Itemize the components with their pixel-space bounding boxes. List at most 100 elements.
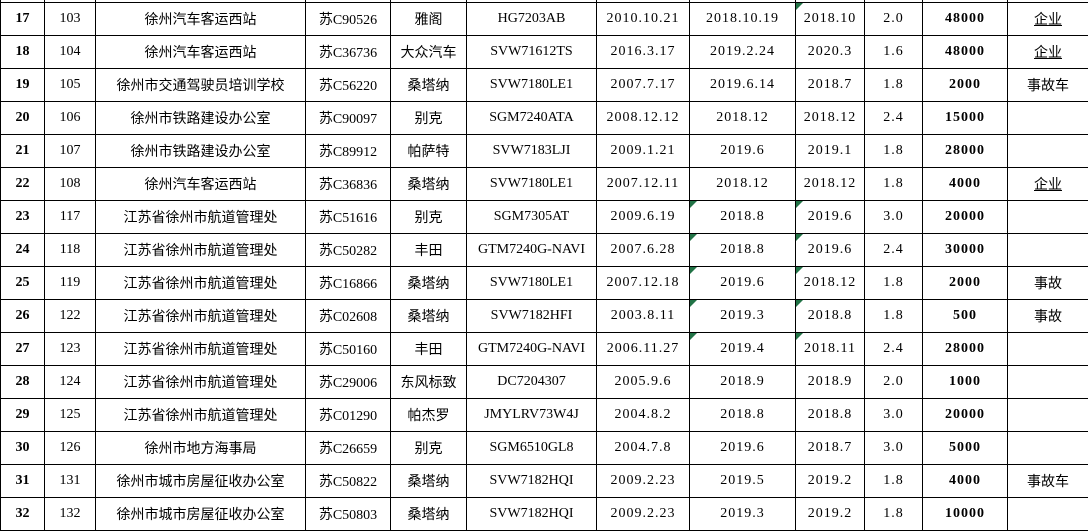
cell-row-number[interactable]: 32 xyxy=(0,497,45,531)
cell-model-code[interactable]: DC7204307 xyxy=(466,365,597,399)
cell-displacement[interactable]: 1.8 xyxy=(864,68,923,102)
cell-brand[interactable]: 桑塔纳 xyxy=(390,299,467,333)
cell-price[interactable]: 48000 xyxy=(922,2,1008,36)
cell-remark[interactable] xyxy=(1007,398,1088,432)
cell-item-id[interactable]: 122 xyxy=(44,299,96,333)
cell-model-code[interactable]: SGM7240ATA xyxy=(466,101,597,135)
cell-date-1[interactable]: 2004.7.8 xyxy=(596,431,690,465)
cell-model-code[interactable]: SGM7305AT xyxy=(466,200,597,234)
cell-item-id[interactable]: 119 xyxy=(44,266,96,300)
cell-remark[interactable] xyxy=(1007,365,1088,399)
cell-license-plate[interactable]: 苏C90526 xyxy=(305,2,391,36)
cell-date-1[interactable]: 2009.2.23 xyxy=(596,464,690,498)
cell-date-3[interactable]: 2019.6 xyxy=(795,200,865,234)
cell-brand[interactable]: 桑塔纳 xyxy=(390,167,467,201)
cell-model-code[interactable]: SVW7180LE1 xyxy=(466,266,597,300)
cell-model-code[interactable]: SVW7182HQI xyxy=(466,464,597,498)
cell-date-3[interactable]: 2018.7 xyxy=(795,431,865,465)
cell-displacement[interactable]: 1.8 xyxy=(864,299,923,333)
cell-date-1[interactable]: 2007.7.17 xyxy=(596,68,690,102)
cell-model-code[interactable]: JMYLRV73W4J xyxy=(466,398,597,432)
cell-organization[interactable]: 江苏省徐州市航道管理处 xyxy=(95,365,306,399)
cell-displacement[interactable]: 3.0 xyxy=(864,398,923,432)
cell-item-id[interactable]: 108 xyxy=(44,167,96,201)
cell-brand[interactable]: 帕杰罗 xyxy=(390,398,467,432)
cell-displacement[interactable]: 1.8 xyxy=(864,266,923,300)
cell-item-id[interactable]: 118 xyxy=(44,233,96,267)
cell-date-2[interactable]: 2018.9 xyxy=(689,365,796,399)
cell-date-2[interactable]: 2019.3 xyxy=(689,497,796,531)
cell-displacement[interactable]: 2.4 xyxy=(864,332,923,366)
cell-date-1[interactable]: 2009.2.23 xyxy=(596,497,690,531)
cell-date-1[interactable]: 2008.12.12 xyxy=(596,101,690,135)
cell-date-1[interactable]: 2004.8.2 xyxy=(596,398,690,432)
cell-displacement[interactable]: 1.8 xyxy=(864,497,923,531)
cell-brand[interactable]: 桑塔纳 xyxy=(390,68,467,102)
cell-date-3[interactable]: 2019.1 xyxy=(795,134,865,168)
cell-brand[interactable]: 东风标致 xyxy=(390,365,467,399)
cell-license-plate[interactable]: 苏C50282 xyxy=(305,233,391,267)
cell-date-2[interactable]: 2019.5 xyxy=(689,464,796,498)
cell-date-3[interactable]: 2019.2 xyxy=(795,464,865,498)
cell-license-plate[interactable]: 苏C51616 xyxy=(305,200,391,234)
cell-row-number[interactable]: 24 xyxy=(0,233,45,267)
cell-brand[interactable]: 别克 xyxy=(390,431,467,465)
cell-date-3[interactable]: 2018.8 xyxy=(795,299,865,333)
cell-remark[interactable] xyxy=(1007,101,1088,135)
cell-date-2[interactable]: 2018.8 xyxy=(689,200,796,234)
cell-model-code[interactable]: HG7203AB xyxy=(466,2,597,36)
cell-remark[interactable] xyxy=(1007,134,1088,168)
cell-model-code[interactable]: SGM6510GL8 xyxy=(466,431,597,465)
cell-date-2[interactable]: 2018.12 xyxy=(689,167,796,201)
cell-row-number[interactable]: 30 xyxy=(0,431,45,465)
cell-displacement[interactable]: 3.0 xyxy=(864,200,923,234)
cell-date-3[interactable]: 2018.11 xyxy=(795,332,865,366)
cell-date-3[interactable]: 2019.2 xyxy=(795,497,865,531)
cell-remark[interactable] xyxy=(1007,233,1088,267)
cell-date-3[interactable]: 2018.12 xyxy=(795,167,865,201)
cell-organization[interactable]: 徐州市交通驾驶员培训学校 xyxy=(95,68,306,102)
cell-row-number[interactable]: 27 xyxy=(0,332,45,366)
cell-license-plate[interactable]: 苏C90097 xyxy=(305,101,391,135)
cell-date-2[interactable]: 2018.10.19 xyxy=(689,2,796,36)
cell-model-code[interactable]: GTM7240G-NAVI xyxy=(466,332,597,366)
cell-price[interactable]: 28000 xyxy=(922,134,1008,168)
cell-date-2[interactable]: 2019.4 xyxy=(689,332,796,366)
cell-license-plate[interactable]: 苏C50160 xyxy=(305,332,391,366)
cell-remark[interactable] xyxy=(1007,200,1088,234)
cell-row-number[interactable]: 17 xyxy=(0,2,45,36)
cell-model-code[interactable]: GTM7240G-NAVI xyxy=(466,233,597,267)
cell-price[interactable]: 10000 xyxy=(922,497,1008,531)
cell-organization[interactable]: 江苏省徐州市航道管理处 xyxy=(95,200,306,234)
cell-displacement[interactable]: 2.4 xyxy=(864,233,923,267)
cell-organization[interactable]: 江苏省徐州市航道管理处 xyxy=(95,398,306,432)
cell-date-1[interactable]: 2016.3.17 xyxy=(596,35,690,69)
cell-price[interactable]: 28000 xyxy=(922,332,1008,366)
cell-remark[interactable] xyxy=(1007,431,1088,465)
cell-license-plate[interactable]: 苏C29006 xyxy=(305,365,391,399)
cell-date-1[interactable]: 2009.1.21 xyxy=(596,134,690,168)
cell-brand[interactable]: 桑塔纳 xyxy=(390,464,467,498)
cell-license-plate[interactable]: 苏C36836 xyxy=(305,167,391,201)
cell-license-plate[interactable]: 苏C50822 xyxy=(305,464,391,498)
cell-date-3[interactable]: 2018.10 xyxy=(795,2,865,36)
cell-date-1[interactable]: 2010.10.21 xyxy=(596,2,690,36)
cell-remark[interactable]: 事故 xyxy=(1007,299,1088,333)
cell-remark[interactable]: 事故车 xyxy=(1007,68,1088,102)
cell-row-number[interactable]: 26 xyxy=(0,299,45,333)
cell-date-2[interactable]: 2019.6 xyxy=(689,134,796,168)
cell-item-id[interactable]: 125 xyxy=(44,398,96,432)
cell-date-2[interactable]: 2019.2.24 xyxy=(689,35,796,69)
cell-organization[interactable]: 江苏省徐州市航道管理处 xyxy=(95,299,306,333)
cell-date-3[interactable]: 2019.6 xyxy=(795,233,865,267)
cell-displacement[interactable]: 2.4 xyxy=(864,101,923,135)
cell-date-1[interactable]: 2007.12.18 xyxy=(596,266,690,300)
cell-displacement[interactable]: 1.8 xyxy=(864,464,923,498)
cell-price[interactable]: 5000 xyxy=(922,431,1008,465)
cell-organization[interactable]: 徐州市地方海事局 xyxy=(95,431,306,465)
cell-price[interactable]: 20000 xyxy=(922,398,1008,432)
cell-date-3[interactable]: 2018.12 xyxy=(795,266,865,300)
cell-brand[interactable]: 雅阁 xyxy=(390,2,467,36)
cell-brand[interactable]: 丰田 xyxy=(390,332,467,366)
cell-date-1[interactable]: 2005.9.6 xyxy=(596,365,690,399)
